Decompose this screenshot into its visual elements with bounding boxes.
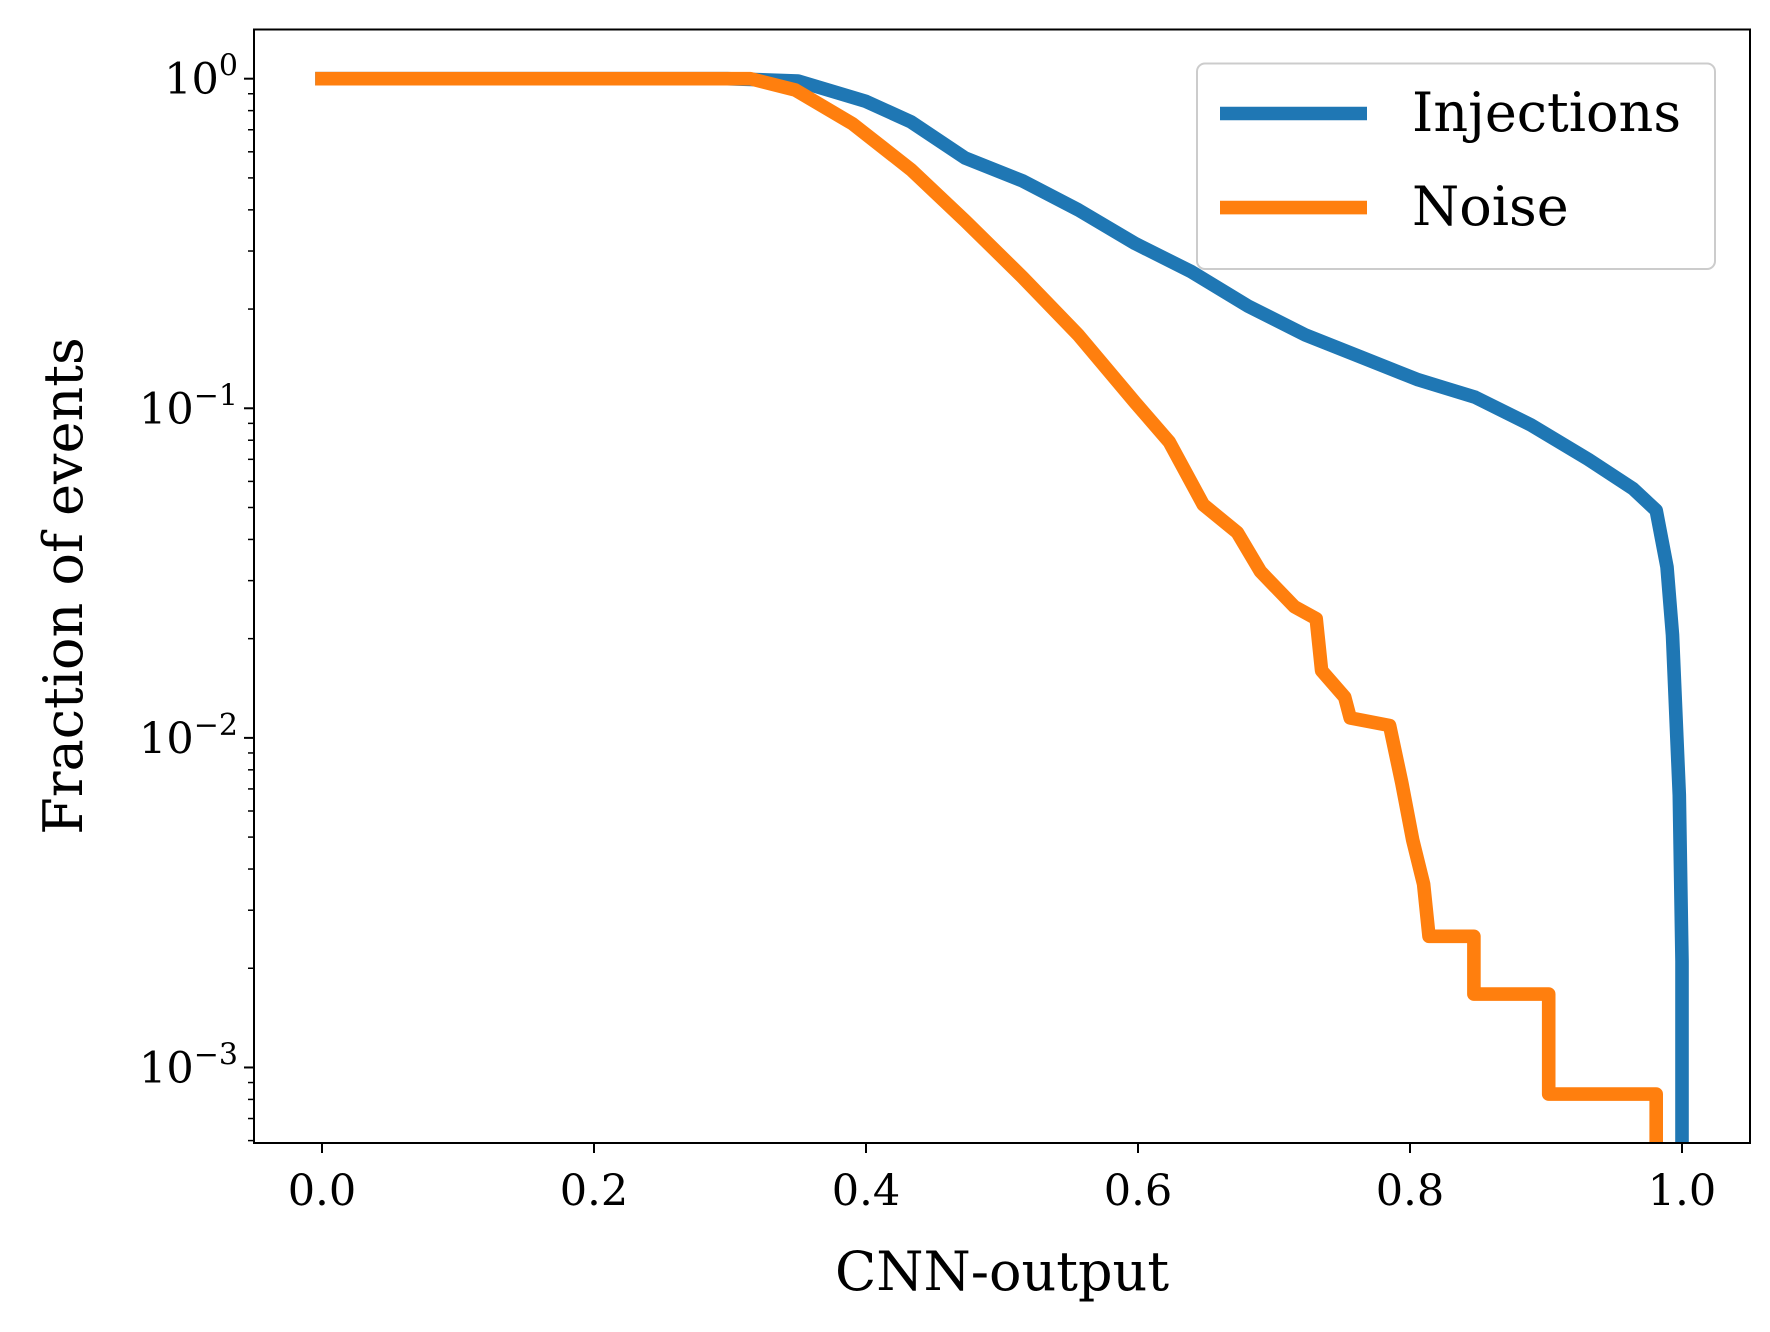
- y-tick-exponent: −2: [194, 708, 238, 743]
- y-tick-base: 10: [139, 714, 194, 764]
- series-line-noise: [315, 71, 1663, 1143]
- x-tick-label: 0.6: [1104, 1166, 1172, 1216]
- x-tick-label: 0.4: [832, 1166, 900, 1216]
- y-tick-base: 10: [139, 1043, 194, 1093]
- series-line-injections: [315, 71, 1689, 1143]
- legend: Injections Noise: [1196, 62, 1716, 270]
- y-tick-label: 100: [164, 49, 238, 105]
- x-tick-label: 0.2: [560, 1166, 628, 1216]
- y-axis-label: Fraction of events: [32, 337, 95, 834]
- x-axis-label: CNN-output: [835, 1240, 1169, 1303]
- x-tick-label: 1.0: [1648, 1166, 1716, 1216]
- x-tick-label: 0.0: [288, 1166, 356, 1216]
- y-tick-label: 10−3: [139, 1037, 238, 1093]
- y-tick-label: 10−1: [139, 378, 238, 434]
- y-tick-label: 10−2: [139, 708, 238, 764]
- series-layer: [315, 71, 1689, 1143]
- x-tick-label: 0.8: [1376, 1166, 1444, 1216]
- y-tick-exponent: −1: [194, 378, 238, 413]
- legend-label-noise: Noise: [1412, 175, 1569, 238]
- x-axis: 0.0 0.2 0.4 0.6 0.8 1.0: [288, 1143, 1716, 1216]
- y-tick-exponent: 0: [219, 49, 238, 84]
- y-tick-base: 10: [164, 55, 219, 105]
- y-tick-exponent: −3: [194, 1037, 238, 1072]
- legend-label-injections: Injections: [1412, 81, 1681, 144]
- y-tick-base: 10: [139, 384, 194, 434]
- plot-frame: [253, 28, 1751, 1144]
